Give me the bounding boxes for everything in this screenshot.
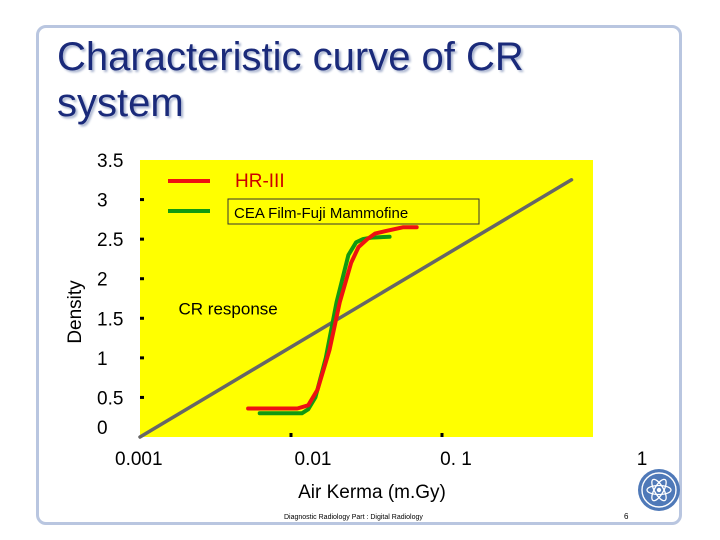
y-tick-label: 3 [97, 191, 108, 212]
x-tick-label: 0. 1 [440, 449, 472, 470]
y-tick-label: 2.5 [97, 230, 123, 251]
legend-label-cea: CEA Film-Fuji Mammofine [234, 205, 408, 222]
series-line-cea [257, 234, 392, 416]
y-tick-label: 1.5 [97, 309, 123, 330]
y-tick-label: 1 [97, 349, 108, 370]
page-number: 6 [624, 512, 629, 521]
series-line-cr-response [138, 178, 574, 439]
grid-ticks [140, 198, 444, 437]
y-tick-label: 3.5 [97, 151, 123, 172]
slide-footer: Diagnostic Radiology Part : Digital Radi… [284, 514, 423, 521]
annotation-cr-response: CR response [179, 299, 278, 318]
x-tick-label: 1 [637, 449, 648, 470]
legend-label-hr3: HR-III [235, 171, 285, 192]
x-axis-title: Air Kerma (m.Gy) [298, 482, 446, 503]
y-tick-label: 2 [97, 270, 108, 291]
tick-labels: 0 0.5 1 1.5 2 2.5 3 3.5 0.001 0.01 0. 1 1 [97, 151, 647, 470]
series-layer [138, 178, 574, 439]
y-tick-label: 0.5 [97, 388, 123, 409]
slide-title: Characteristic curve of CR system [57, 35, 524, 125]
series-line-hr3 [246, 225, 419, 411]
y-axis-title: Density [65, 280, 86, 344]
x-tick-label: 0.01 [295, 449, 332, 470]
iaea-logo-icon [636, 467, 682, 513]
legend-box-cea [227, 198, 480, 225]
y-tick-label: 0 [97, 418, 108, 439]
x-tick-label: 0.001 [115, 449, 163, 470]
